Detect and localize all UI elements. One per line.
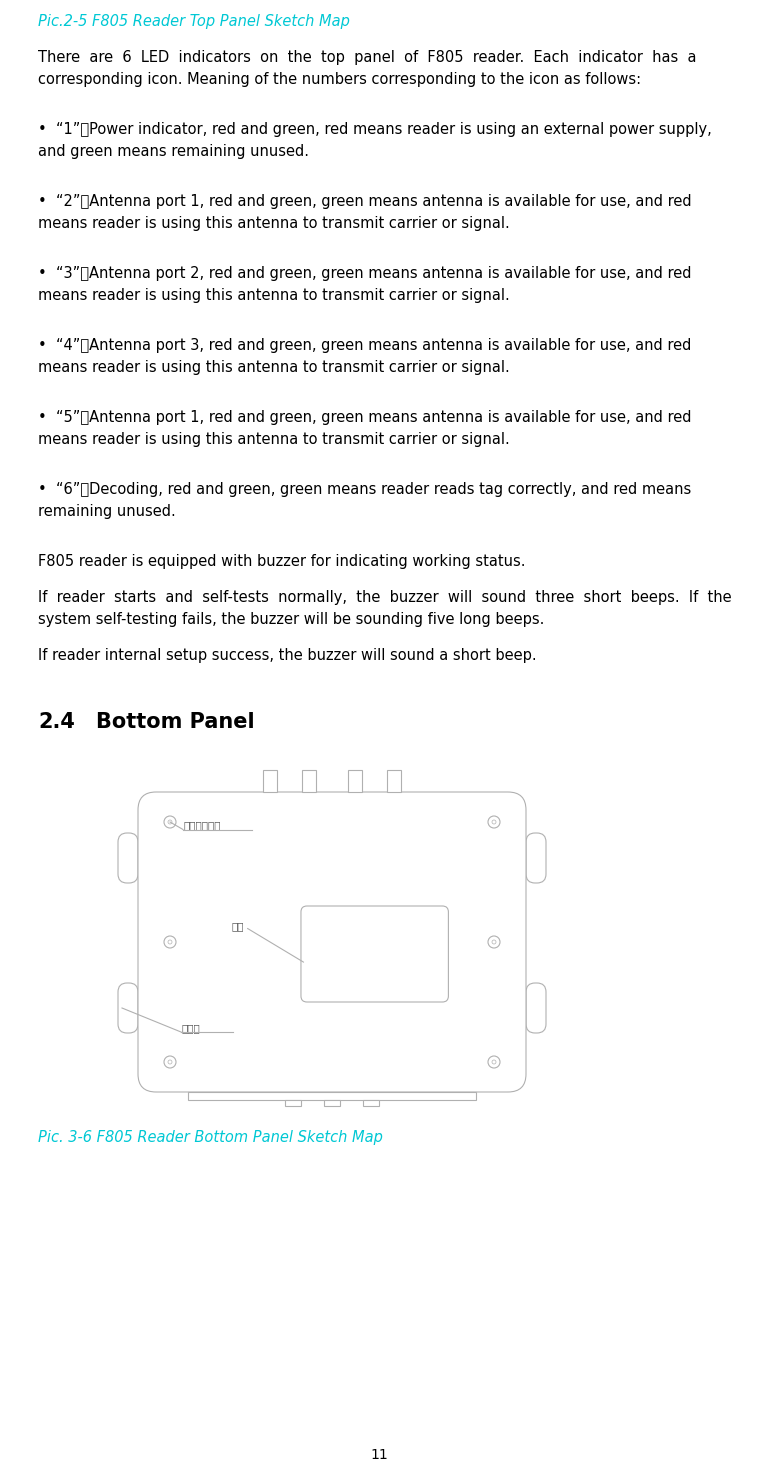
Bar — [387, 770, 401, 792]
Text: 2.4: 2.4 — [38, 712, 75, 732]
Text: •  “5”－Antenna port 1, red and green, green means antenna is available for use, : • “5”－Antenna port 1, red and green, gre… — [38, 409, 691, 425]
Circle shape — [168, 940, 172, 944]
Bar — [324, 1099, 340, 1105]
Text: means reader is using this antenna to transmit carrier or signal.: means reader is using this antenna to tr… — [38, 360, 509, 374]
Text: There  are  6  LED  indicators  on  the  top  panel  of  F805  reader.  Each  in: There are 6 LED indicators on the top pa… — [38, 50, 697, 64]
Text: •  “2”－Antenna port 1, red and green, green means antenna is available for use, : • “2”－Antenna port 1, red and green, gre… — [38, 194, 691, 209]
FancyBboxPatch shape — [118, 833, 138, 883]
Circle shape — [488, 936, 500, 947]
Text: Pic. 3-6 F805 Reader Bottom Panel Sketch Map: Pic. 3-6 F805 Reader Bottom Panel Sketch… — [38, 1130, 383, 1145]
Circle shape — [492, 940, 496, 944]
Bar — [363, 1099, 379, 1105]
Circle shape — [488, 1056, 500, 1069]
FancyBboxPatch shape — [301, 906, 449, 1001]
Text: means reader is using this antenna to transmit carrier or signal.: means reader is using this antenna to tr… — [38, 216, 509, 231]
Text: 11: 11 — [370, 1447, 388, 1462]
Circle shape — [492, 820, 496, 825]
Bar — [263, 770, 277, 792]
Bar — [302, 770, 316, 792]
Text: 底板固定螺钉: 底板固定螺钉 — [183, 820, 221, 830]
Text: Pic.2-5 F805 Reader Top Panel Sketch Map: Pic.2-5 F805 Reader Top Panel Sketch Map — [38, 15, 350, 29]
Text: If  reader  starts  and  self-tests  normally,  the  buzzer  will  sound  three : If reader starts and self-tests normally… — [38, 591, 731, 605]
Bar — [348, 770, 362, 792]
Circle shape — [168, 1060, 172, 1064]
Text: F805 reader is equipped with buzzer for indicating working status.: F805 reader is equipped with buzzer for … — [38, 554, 525, 569]
Circle shape — [164, 816, 176, 827]
Text: and green means remaining unused.: and green means remaining unused. — [38, 143, 309, 159]
Text: •  “6”－Decoding, red and green, green means reader reads tag correctly, and red : • “6”－Decoding, red and green, green mea… — [38, 482, 691, 497]
Text: corresponding icon. Meaning of the numbers corresponding to the icon as follows:: corresponding icon. Meaning of the numbe… — [38, 72, 641, 88]
FancyBboxPatch shape — [526, 833, 546, 883]
Circle shape — [492, 1060, 496, 1064]
Bar — [188, 1092, 476, 1099]
Text: remaining unused.: remaining unused. — [38, 504, 176, 519]
Text: •  “4”－Antenna port 3, red and green, green means antenna is available for use, : • “4”－Antenna port 3, red and green, gre… — [38, 338, 691, 352]
Text: Bottom Panel: Bottom Panel — [96, 712, 255, 732]
FancyBboxPatch shape — [526, 982, 546, 1034]
Text: means reader is using this antenna to transmit carrier or signal.: means reader is using this antenna to tr… — [38, 431, 509, 447]
FancyBboxPatch shape — [138, 792, 526, 1092]
Text: system self-testing fails, the buzzer will be sounding five long beeps.: system self-testing fails, the buzzer wi… — [38, 613, 544, 627]
FancyBboxPatch shape — [118, 982, 138, 1034]
Text: 安装孔: 安装孔 — [181, 1023, 200, 1034]
Circle shape — [488, 816, 500, 827]
Circle shape — [168, 820, 172, 825]
Text: means reader is using this antenna to transmit carrier or signal.: means reader is using this antenna to tr… — [38, 288, 509, 303]
Text: If reader internal setup success, the buzzer will sound a short beep.: If reader internal setup success, the bu… — [38, 648, 537, 662]
Text: •  “3”－Antenna port 2, red and green, green means antenna is available for use, : • “3”－Antenna port 2, red and green, gre… — [38, 266, 691, 281]
Text: 铭牌: 铭牌 — [231, 921, 243, 931]
Bar — [285, 1099, 301, 1105]
Text: •  “1”－Power indicator, red and green, red means reader is using an external pow: • “1”－Power indicator, red and green, re… — [38, 121, 712, 137]
Circle shape — [164, 1056, 176, 1069]
Circle shape — [164, 936, 176, 947]
